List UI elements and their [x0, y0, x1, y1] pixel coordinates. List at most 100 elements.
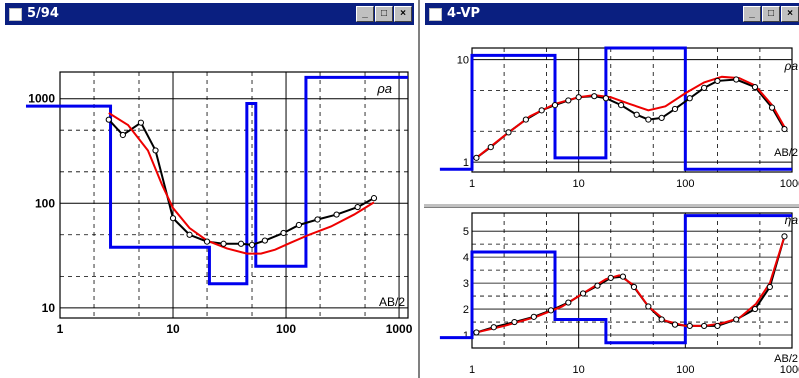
data-point [645, 116, 652, 123]
x-axis-label: AB/2 [774, 353, 798, 365]
x-tick-label: 1000 [780, 364, 799, 376]
data-point [511, 318, 518, 326]
data-point [565, 299, 572, 306]
y-tick-label: 4 [463, 252, 469, 264]
x-tick-label: 1000 [386, 322, 413, 336]
data-point [701, 322, 708, 330]
y-tick-label: 1000 [28, 92, 55, 106]
panel-divider[interactable] [424, 203, 799, 208]
data-point [607, 274, 614, 282]
data-point [671, 105, 679, 113]
chargeability-chart: 1 10 100 1000 1 2 3 4 5 ηa AB/2 [439, 212, 799, 376]
data-point [522, 116, 529, 123]
y-tick-label: 10 [457, 55, 469, 67]
data-point [490, 324, 497, 331]
data-point [714, 322, 721, 330]
data-point [203, 238, 211, 245]
data-point [781, 125, 788, 133]
data-point [579, 290, 587, 297]
data-point [169, 215, 177, 222]
data-point [370, 195, 378, 202]
data-point [645, 303, 652, 310]
fit-curve [108, 112, 375, 255]
data-point [152, 147, 159, 154]
data-point [768, 104, 776, 111]
title-bar[interactable]: 4-VP _ □ × [425, 3, 799, 25]
y-tick-label: 1 [463, 157, 469, 169]
data-point [781, 233, 788, 240]
sounding-window-4-vp[interactable]: 4-VP _ □ × 1 10 100 1000 1 10 ρa AB/2 1 10 100 100… [424, 0, 799, 378]
data-point [619, 273, 627, 280]
data-point [766, 283, 773, 291]
fit-curve [475, 75, 786, 159]
data-point [751, 305, 759, 313]
data-point [261, 237, 268, 244]
data-point [658, 316, 665, 323]
data-point [714, 77, 721, 85]
data-point [473, 329, 480, 336]
data-point [671, 321, 679, 328]
data-point [594, 282, 601, 289]
data-point [220, 240, 227, 247]
data-point [119, 131, 126, 139]
y-tick-label: 2 [463, 304, 469, 316]
model-curve [25, 75, 408, 286]
y-tick-label: 10 [42, 301, 56, 315]
data-point [630, 283, 638, 291]
y-axis-label: ρa [783, 59, 798, 73]
window-title: 5/94 [27, 6, 59, 21]
x-tick-label: 10 [166, 322, 180, 336]
data-point [618, 102, 625, 109]
data-point [186, 231, 193, 238]
data-point [538, 107, 545, 114]
model-curve [439, 46, 792, 171]
maximize-button[interactable]: □ [762, 6, 780, 22]
y-axis-label: ηa [785, 213, 799, 227]
data-point [333, 211, 340, 218]
minimize-button[interactable]: _ [743, 6, 761, 22]
window-title: 4-VP [447, 6, 481, 21]
data-point [751, 83, 759, 91]
y-tick-label: 1 [463, 330, 469, 342]
close-button[interactable]: × [394, 6, 412, 22]
data-point [686, 322, 693, 330]
data-point [591, 93, 598, 100]
observed-curve [108, 119, 375, 246]
data-point [633, 111, 640, 118]
data-point [701, 84, 708, 92]
data-point [658, 114, 665, 122]
data-point [547, 307, 555, 314]
sounding-window-5-94[interactable]: 5/94 _ □ × 1 10 100 1000 10 100 1000 ρa AB/2 [0, 0, 420, 378]
plot-frame [59, 71, 409, 319]
x-tick-label: 100 [676, 364, 694, 376]
data-point [487, 144, 494, 151]
title-bar[interactable]: 5/94 _ □ × [5, 3, 414, 25]
data-point [505, 129, 512, 136]
window-icon[interactable] [429, 8, 442, 21]
maximize-button[interactable]: □ [375, 6, 393, 22]
data-point [686, 95, 693, 102]
x-tick-label: 100 [676, 178, 694, 190]
data-point [733, 76, 740, 83]
plot-frame [471, 212, 793, 349]
data-point [248, 241, 256, 248]
x-tick-label: 1 [469, 364, 475, 376]
x-tick-label: 1000 [780, 178, 799, 190]
data-point [733, 316, 740, 323]
y-tick-label: 5 [463, 226, 469, 238]
resistivity-chart: 1 10 100 1000 1 10 ρa AB/2 [439, 46, 799, 190]
data-point [295, 221, 303, 229]
x-tick-label: 1 [469, 178, 475, 190]
y-axis-label: ρa [376, 81, 392, 96]
data-point [602, 95, 609, 102]
minimize-button[interactable]: _ [356, 6, 374, 22]
model-curve [439, 214, 792, 345]
data-point [280, 229, 287, 237]
data-point [530, 313, 537, 320]
y-tick-label: 3 [463, 278, 469, 290]
window-icon[interactable] [9, 8, 22, 21]
x-tick-label: 1 [57, 322, 64, 336]
data-point [237, 240, 245, 247]
x-tick-label: 10 [573, 178, 585, 190]
